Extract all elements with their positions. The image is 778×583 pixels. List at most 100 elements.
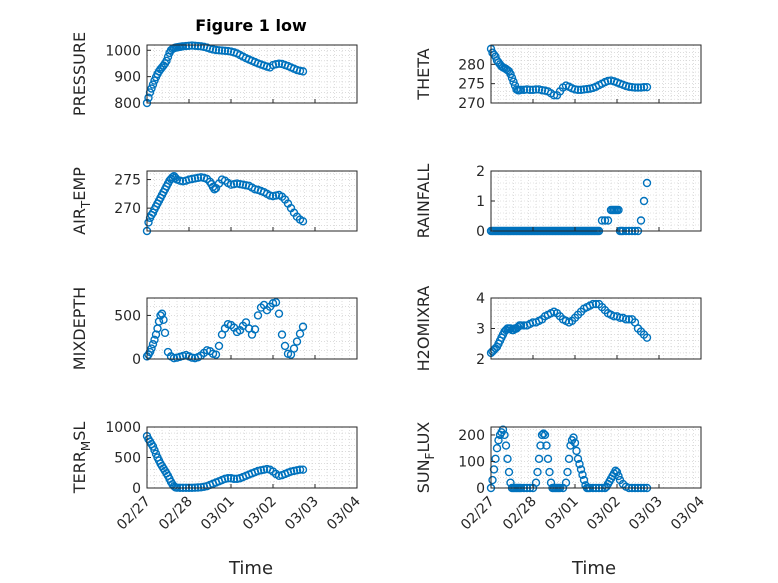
data-point bbox=[624, 82, 634, 91]
data-point bbox=[500, 430, 509, 440]
data-point bbox=[193, 41, 203, 51]
data-point bbox=[223, 474, 233, 483]
plot-area bbox=[147, 45, 357, 103]
data-point bbox=[528, 318, 538, 327]
data-point bbox=[597, 216, 607, 225]
data-point bbox=[147, 344, 156, 353]
data-point bbox=[498, 425, 508, 434]
data-point bbox=[582, 84, 592, 94]
data-point bbox=[570, 438, 580, 448]
data-point bbox=[148, 339, 158, 349]
data-point bbox=[210, 185, 219, 194]
data-point bbox=[603, 216, 613, 225]
data-point bbox=[531, 478, 541, 487]
y-axis-label-subscript: M bbox=[79, 441, 93, 451]
y-tick-label: 800 bbox=[114, 96, 141, 112]
y-axis-label-main: MIXDEPTH bbox=[70, 287, 89, 370]
data-point bbox=[522, 85, 532, 94]
data-point bbox=[572, 446, 581, 456]
data-point bbox=[575, 459, 584, 469]
data-point bbox=[579, 475, 589, 485]
data-point bbox=[570, 85, 580, 94]
panel-pressure: 800 900 1000 PRESSURE bbox=[70, 32, 358, 116]
y-tick-label: 1000 bbox=[105, 420, 141, 436]
data-point bbox=[639, 196, 649, 206]
data-point bbox=[536, 441, 545, 450]
data-point bbox=[491, 454, 500, 464]
data-point bbox=[545, 467, 554, 477]
y-axis-label-main: THETA bbox=[414, 48, 433, 100]
data-point bbox=[214, 341, 224, 351]
y-axis-label: MIXDEPTH bbox=[70, 287, 89, 370]
panel-rainfall: 0 1 2 RAINFALL bbox=[414, 164, 702, 240]
y-axis-label: H2OMIXRA bbox=[414, 286, 433, 372]
y-axis-label-main: PRESSURE bbox=[70, 32, 89, 116]
panel-air: 270 275 AIRTEMP bbox=[70, 167, 358, 236]
data-point bbox=[494, 436, 503, 445]
data-point bbox=[630, 83, 640, 92]
data-point bbox=[250, 325, 260, 334]
data-point bbox=[488, 475, 497, 485]
x-axis-label-right: Time bbox=[571, 558, 616, 579]
y-axis-label: AIRTEMP bbox=[70, 167, 93, 235]
y-axis-label-subscript: F bbox=[423, 452, 437, 459]
y-axis-label-main: H2OMIXRA bbox=[414, 286, 433, 372]
data-point bbox=[298, 217, 308, 226]
y-tick-label: 2 bbox=[476, 352, 485, 368]
data-point bbox=[196, 483, 206, 492]
data-point bbox=[600, 216, 610, 225]
panel-mixdepth: 0 500 MIXDEPTH bbox=[70, 287, 358, 370]
data-point bbox=[178, 42, 188, 51]
data-point bbox=[543, 454, 553, 464]
data-point bbox=[253, 311, 263, 320]
data-point bbox=[277, 330, 287, 339]
data-point bbox=[642, 333, 652, 342]
data-point bbox=[579, 85, 589, 94]
data-point bbox=[614, 471, 623, 481]
data-point bbox=[569, 433, 578, 442]
y-axis-label-tail: LUX bbox=[414, 422, 433, 453]
data-point bbox=[160, 328, 170, 338]
data-point bbox=[537, 86, 547, 95]
data-point bbox=[636, 83, 646, 92]
data-point bbox=[561, 478, 571, 487]
data-point bbox=[573, 85, 583, 95]
data-point bbox=[566, 441, 575, 450]
data-point bbox=[169, 353, 179, 363]
y-tick-label: 275 bbox=[114, 173, 141, 189]
data-point bbox=[507, 73, 517, 83]
axes-frame bbox=[490, 44, 702, 104]
data-point bbox=[519, 85, 529, 95]
data-point bbox=[612, 467, 622, 477]
data-point bbox=[539, 429, 548, 438]
data-point bbox=[159, 315, 168, 324]
axes-frame bbox=[146, 44, 358, 104]
data-point bbox=[564, 454, 574, 464]
panel-theta: 270 275 280 THETA bbox=[414, 44, 702, 112]
y-axis-label: TERRMSL bbox=[70, 422, 93, 495]
data-point bbox=[295, 465, 305, 474]
data-point bbox=[503, 454, 512, 464]
data-point bbox=[229, 474, 239, 484]
y-tick-label: 3 bbox=[476, 322, 485, 338]
data-point bbox=[271, 60, 281, 69]
data-point bbox=[280, 341, 290, 351]
data-point bbox=[627, 82, 637, 92]
y-tick-label: 2 bbox=[476, 164, 485, 180]
data-point bbox=[609, 312, 619, 321]
y-axis-label-main: TERR bbox=[70, 451, 89, 494]
data-point bbox=[531, 85, 541, 94]
y-axis-label-subscript: T bbox=[79, 200, 93, 209]
data-point bbox=[525, 85, 535, 95]
data-point bbox=[614, 205, 623, 215]
data-point bbox=[217, 46, 227, 55]
y-tick-label: 500 bbox=[114, 451, 141, 467]
y-tick-label: 0 bbox=[132, 481, 141, 497]
data-point bbox=[298, 67, 308, 76]
data-point bbox=[633, 83, 643, 92]
y-axis-label-main: RAINFALL bbox=[414, 164, 433, 239]
data-point bbox=[163, 52, 173, 62]
data-point bbox=[208, 45, 218, 54]
data-point bbox=[144, 93, 153, 102]
data-point bbox=[298, 322, 308, 331]
